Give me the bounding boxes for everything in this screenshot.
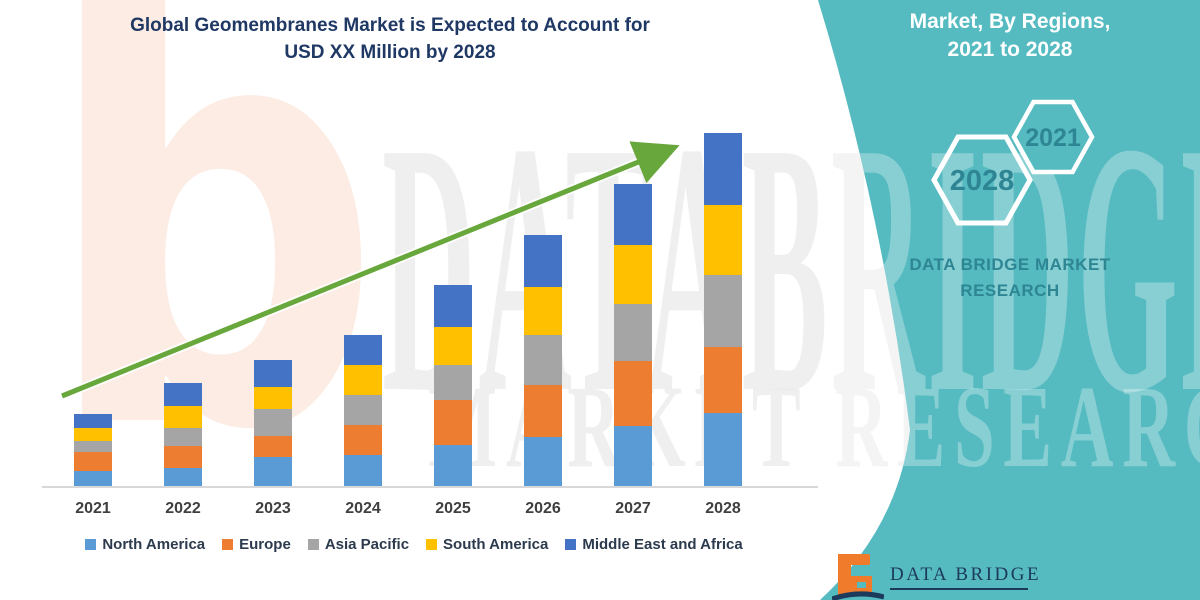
bar-segment-2021-north-america (74, 471, 112, 486)
bar-segment-2025-middle-east-and-africa (434, 285, 472, 327)
x-axis-line (42, 486, 818, 488)
x-axis-label-2028: 2028 (705, 500, 741, 517)
bar-segment-2027-south-america (614, 245, 652, 304)
hexagon-2028-label: 2028 (950, 165, 1015, 197)
bar-segment-2023-europe (254, 436, 292, 457)
bar-segment-2021-asia-pacific (74, 441, 112, 452)
bar-segment-2024-north-america (344, 455, 382, 486)
bar-segment-2027-north-america (614, 426, 652, 486)
panel-heading-line1: Market, By Regions, (909, 10, 1111, 33)
legend-swatch (85, 539, 97, 550)
x-axis-label-2027: 2027 (615, 500, 651, 517)
bar-segment-2028-asia-pacific (704, 275, 742, 347)
bar-segment-2027-asia-pacific (614, 304, 652, 361)
bar-segment-2022-asia-pacific (164, 428, 202, 446)
bar-segment-2023-south-america (254, 387, 292, 409)
bar-segment-2024-europe (344, 425, 382, 455)
brand-credit: DATA BRIDGE MARKET RESEARCH (850, 252, 1170, 304)
year-hexagons: 2028 2021 (931, 99, 1095, 226)
bar-segment-2026-north-america (524, 437, 562, 486)
x-axis-label-2026: 2026 (525, 500, 561, 517)
panel-heading: Market, By Regions, 2021 to 2028 (850, 8, 1170, 64)
bar-segment-2024-south-america (344, 365, 382, 395)
bar-segment-2022-middle-east-and-africa (164, 383, 202, 406)
legend-item-north-america: North America (85, 536, 205, 553)
legend-label: South America (443, 536, 549, 553)
bar-segment-2026-europe (524, 385, 562, 437)
logo-b-icon (832, 554, 884, 600)
legend-label: North America (102, 536, 206, 553)
brand-credit-line2: RESEARCH (960, 281, 1060, 300)
x-axis-label-2024: 2024 (345, 500, 381, 517)
x-axis-label-2022: 2022 (165, 500, 201, 517)
bar-segment-2028-europe (704, 347, 742, 413)
bar-segment-2028-middle-east-and-africa (704, 133, 742, 205)
bar-segment-2021-europe (74, 452, 112, 471)
bar-segment-2025-europe (434, 400, 472, 445)
chart-title: Global Geomembranes Market is Expected t… (40, 12, 740, 66)
legend-item-europe: Europe (222, 536, 291, 553)
bar-segment-2022-south-america (164, 406, 202, 428)
bar-segment-2026-middle-east-and-africa (524, 235, 562, 287)
chart-legend: North America Europe Asia Pacific South Ame… (30, 536, 798, 553)
legend-item-middle-east-and-africa: Middle East and Africa (565, 536, 743, 553)
chart-title-line1: Global Geomembranes Market is Expected t… (130, 15, 650, 36)
legend-swatch (426, 539, 438, 550)
bar-segment-2022-north-america (164, 468, 202, 486)
x-axis-label-2023: 2023 (255, 500, 291, 517)
bar-segment-2026-south-america (524, 287, 562, 335)
legend-label: Europe (239, 536, 291, 553)
bar-segment-2027-middle-east-and-africa (614, 184, 652, 245)
legend-label: Asia Pacific (324, 536, 410, 553)
x-axis-label-2021: 2021 (75, 500, 111, 517)
bar-segment-2028-south-america (704, 205, 742, 275)
brand-credit-line1: DATA BRIDGE MARKET (909, 255, 1111, 274)
panel-heading-line2: 2021 to 2028 (947, 38, 1073, 61)
hexagon-2021-label: 2021 (1025, 124, 1081, 152)
legend-item-asia-pacific: Asia Pacific (307, 536, 410, 553)
bar-segment-2025-north-america (434, 445, 472, 486)
bar-segment-2026-asia-pacific (524, 335, 562, 385)
bar-segment-2028-north-america (704, 413, 742, 486)
legend-item-south-america: South America (426, 536, 548, 553)
legend-swatch (565, 539, 577, 550)
x-axis-label-2025: 2025 (435, 500, 471, 517)
bar-segment-2023-middle-east-and-africa (254, 360, 292, 387)
bar-segment-2025-south-america (434, 327, 472, 365)
bar-segment-2023-north-america (254, 457, 292, 486)
legend-swatch (222, 539, 234, 550)
logo-wordmark: DATA BRIDGE (890, 564, 1042, 585)
bar-segment-2021-middle-east-and-africa (74, 414, 112, 428)
data-bridge-logo: DATA BRIDGE (832, 552, 1162, 600)
bar-segment-2024-asia-pacific (344, 395, 382, 425)
bar-segment-2023-asia-pacific (254, 409, 292, 436)
bar-segment-2022-europe (164, 446, 202, 468)
legend-label: Middle East and Africa (582, 536, 743, 553)
bar-segment-2027-europe (614, 361, 652, 426)
bar-segment-2025-asia-pacific (434, 365, 472, 400)
logo-underline (890, 588, 1028, 590)
legend-swatch (307, 539, 319, 550)
bar-segment-2021-south-america (74, 428, 112, 441)
bar-segment-2024-middle-east-and-africa (344, 335, 382, 365)
chart-title-line2: USD XX Million by 2028 (284, 42, 496, 63)
